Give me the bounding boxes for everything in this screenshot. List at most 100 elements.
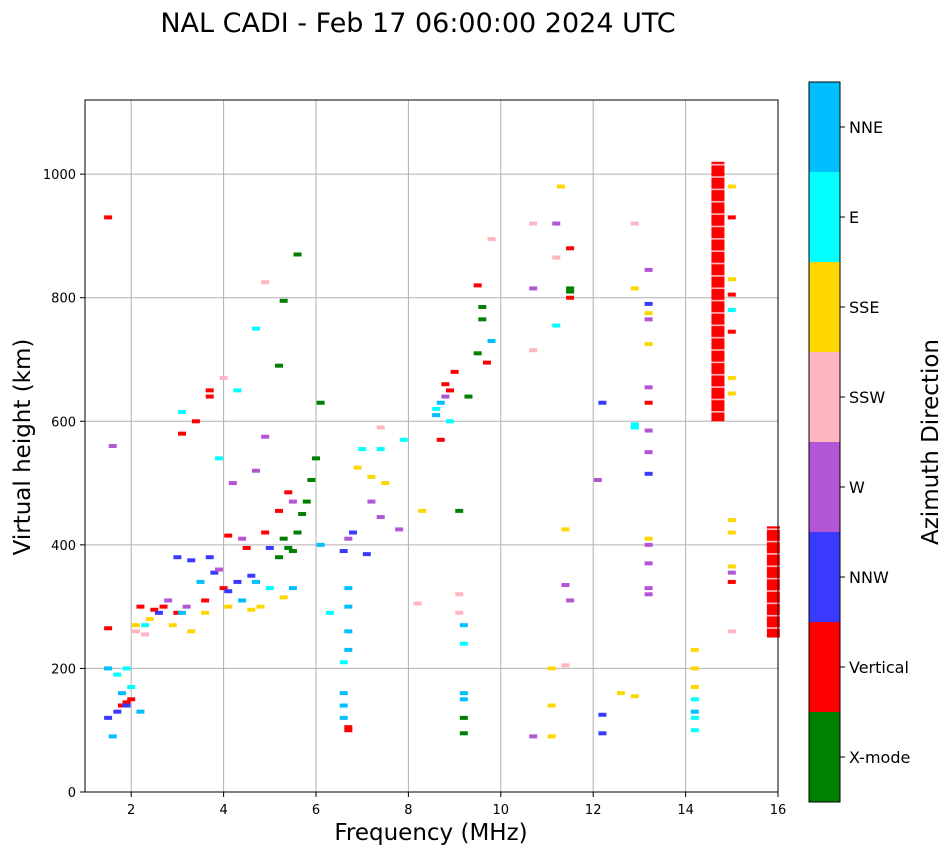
y-tick-label: 1000: [43, 168, 76, 183]
data-point-vertical: [566, 246, 575, 251]
data-point-nnw: [122, 703, 131, 708]
data-point-ssw: [141, 632, 150, 637]
y-axis-label: Virtual height (km): [10, 339, 36, 556]
data-point-sse: [727, 391, 736, 396]
colorbar-segment: [809, 82, 840, 172]
data-point-e: [127, 684, 136, 689]
data-point-vertical: [122, 700, 131, 705]
data-point-nnw: [644, 471, 653, 476]
plot-frame: [84, 99, 779, 793]
data-point-vertical: [191, 419, 200, 424]
data-point-x-mode: [293, 252, 302, 257]
data-point-ssw: [455, 592, 464, 597]
data-point-vertical: [436, 437, 445, 442]
data-point-x-mode: [459, 715, 468, 720]
data-point-nnw: [104, 715, 113, 720]
x-tick-label: 12: [585, 803, 602, 818]
x-tick-label: 14: [677, 803, 694, 818]
data-point-nne: [344, 629, 353, 634]
data-point-w: [644, 385, 653, 390]
band-stripe: [711, 238, 725, 240]
data-point-vertical: [261, 530, 270, 535]
data-point-sse: [616, 691, 625, 696]
data-point-nne: [344, 647, 353, 652]
data-point-sse: [279, 595, 288, 600]
colorbar-tick-label: NNW: [849, 568, 889, 587]
data-point-w: [108, 444, 117, 448]
data-point-w: [261, 434, 270, 439]
data-point-w: [228, 481, 237, 486]
data-point-w: [395, 527, 404, 532]
data-point-sse: [247, 607, 256, 612]
data-point-sse: [644, 311, 653, 316]
data-point-x-mode: [307, 477, 316, 482]
data-point-w: [376, 515, 385, 520]
data-point-w: [214, 567, 223, 572]
data-point-nnw: [224, 589, 233, 594]
data-point-nnw: [598, 712, 607, 717]
data-point-ssw: [529, 348, 538, 353]
data-point-nne: [108, 734, 117, 739]
data-point-nne: [690, 709, 699, 714]
data-point-vertical: [727, 579, 736, 584]
data-point-vertical: [117, 703, 126, 708]
data-point-w: [552, 221, 561, 226]
data-point-nnw: [362, 552, 371, 557]
data-point-e: [445, 419, 454, 424]
band-stripe: [711, 188, 725, 191]
band-stripe: [711, 411, 725, 413]
data-point-w: [644, 586, 653, 591]
data-point-nnw: [205, 555, 214, 560]
data-point-vertical: [344, 728, 353, 733]
data-point-x-mode: [284, 545, 293, 550]
data-point-sse: [727, 518, 736, 523]
data-point-nnw: [265, 545, 274, 550]
data-point-x-mode: [275, 555, 284, 560]
data-point-w: [644, 317, 653, 322]
data-point-sse: [547, 666, 556, 671]
data-point-ssw: [261, 280, 270, 285]
data-point-w: [441, 394, 450, 399]
colorbar-segment: [809, 262, 840, 352]
colorbar-tick-label: E: [849, 208, 859, 227]
data-point-vertical: [224, 533, 233, 538]
data-point-w: [727, 570, 736, 575]
colorbar-segment: [809, 712, 840, 802]
data-point-nne: [487, 338, 496, 343]
data-point-sse: [727, 277, 736, 282]
band-stripe: [711, 299, 725, 302]
data-point-sse: [630, 694, 639, 699]
y-tick-label: 600: [51, 415, 76, 430]
data-point-x-mode: [279, 536, 288, 541]
data-point-e: [339, 660, 348, 665]
band-stripe: [711, 275, 725, 277]
data-point-ssw: [529, 221, 538, 226]
data-point-x-mode: [455, 508, 464, 513]
data-point-ssw: [552, 255, 561, 260]
data-point-sse: [353, 465, 362, 470]
data-point-vertical: [104, 215, 113, 220]
data-point-e: [432, 406, 441, 411]
data-point-x-mode: [298, 511, 307, 516]
data-point-sse: [418, 508, 427, 513]
data-point-vertical: [219, 586, 228, 591]
data-point-e: [459, 641, 468, 646]
data-point-sse: [727, 376, 736, 381]
data-point-e: [690, 715, 699, 720]
band-stripe: [711, 176, 725, 178]
data-point-e: [630, 422, 639, 427]
data-point-ssw: [131, 629, 140, 634]
data-point-x-mode: [302, 499, 311, 504]
data-point-nne: [316, 542, 325, 547]
data-point-sse: [644, 342, 653, 347]
band-stripe: [711, 262, 725, 265]
colorbar-tick-label: SSW: [849, 388, 885, 407]
data-point-w: [529, 734, 538, 739]
colorbar: X-mode Vertical NNW W SSW SSE E NNE: [808, 81, 910, 803]
colorbar-segment: [809, 532, 840, 622]
data-point-w: [593, 477, 602, 482]
data-point-sse: [690, 684, 699, 689]
data-point-w: [644, 561, 653, 566]
band-stripe: [711, 225, 725, 228]
data-point-e: [141, 623, 150, 628]
